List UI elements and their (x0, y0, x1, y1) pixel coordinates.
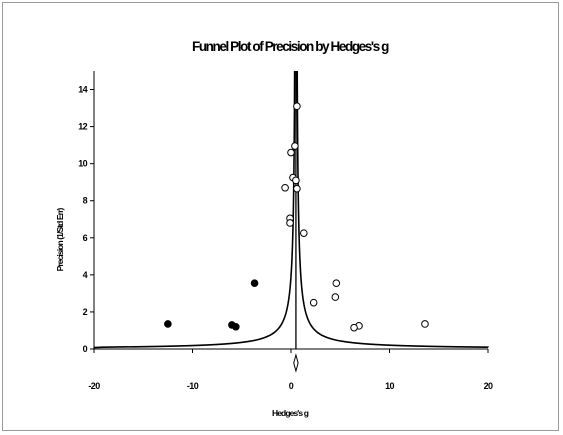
x-tick-label: 10 (385, 381, 394, 391)
y-tick-label: 10 (78, 159, 87, 169)
observed-study-point (293, 184, 301, 193)
y-tick-label: 2 (83, 307, 88, 317)
observed-study-point (293, 102, 301, 111)
chart-title: Funnel Plot of Precision by Hedges's g (192, 39, 389, 54)
observed-study-point (281, 183, 289, 192)
funnel-right-bound (296, 71, 489, 348)
y-tick-label: 14 (78, 85, 87, 95)
observed-study-point (331, 293, 340, 301)
combined-effect-diamond (293, 353, 299, 373)
plot-area: 0 2 4 6 8 10 12 14 -20 -10 0 10 20 (78, 71, 494, 391)
observed-study-point (300, 229, 308, 237)
y-tick-label: 4 (83, 270, 88, 280)
observed-study-point (332, 279, 341, 288)
imputed-study-point (164, 320, 172, 328)
x-tick-label: -20 (88, 381, 100, 391)
x-axis-title: Hedges's g (272, 408, 309, 418)
observed-study-point (286, 219, 294, 227)
y-tick-label: 6 (83, 233, 88, 243)
observed-study-point (291, 142, 299, 150)
funnel-left-bound (93, 71, 296, 349)
observed-study-point (309, 298, 318, 307)
observed-study-point (350, 323, 358, 332)
chart-frame (2, 2, 559, 431)
y-tick-label: 0 (83, 344, 88, 354)
observed-study-point (421, 320, 429, 328)
y-tick-label: 8 (83, 196, 88, 206)
y-axis-title: Precision (1/Std Err) (55, 208, 65, 272)
x-tick-label: 20 (484, 381, 493, 391)
imputed-study-point (232, 322, 240, 331)
observed-study-point (287, 148, 295, 157)
imputed-study-point (250, 279, 259, 288)
x-tick-label: 0 (289, 381, 294, 391)
y-tick-label: 12 (78, 122, 87, 132)
x-tick-label: -10 (187, 381, 199, 391)
observed-study-point (292, 176, 300, 185)
